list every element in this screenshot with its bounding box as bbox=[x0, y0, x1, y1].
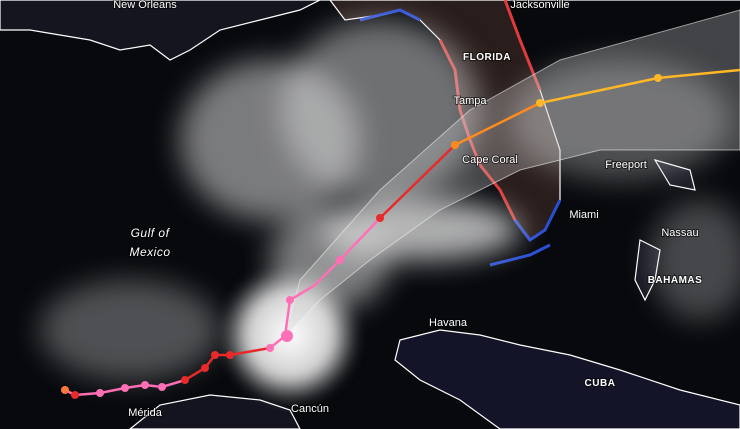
track-points bbox=[61, 74, 662, 399]
coast-watch bbox=[489, 199, 562, 267]
forecast-track bbox=[454, 101, 541, 147]
city-label: Cape Coral bbox=[462, 154, 518, 166]
sea-label: Mexico bbox=[129, 245, 170, 259]
clouds bbox=[40, 20, 740, 380]
city-label: Mérida bbox=[128, 407, 163, 419]
region-label: BAHAMAS bbox=[648, 275, 703, 286]
region-label: CUBA bbox=[585, 378, 616, 389]
city-label: Havana bbox=[429, 317, 468, 329]
city-label: Miami bbox=[569, 209, 598, 221]
city-label: Tampa bbox=[453, 95, 487, 107]
city-label: Nassau bbox=[661, 227, 698, 239]
city-label: Jacksonville bbox=[510, 0, 569, 11]
sea-label: Gulf of bbox=[131, 226, 171, 240]
city-label: Freeport bbox=[605, 159, 647, 171]
coast-watch bbox=[359, 8, 421, 22]
region-label: FLORIDA bbox=[463, 52, 511, 63]
forecast-cone bbox=[284, 9, 740, 338]
forecast-track bbox=[379, 144, 456, 219]
city-label: Cancún bbox=[291, 403, 329, 415]
city-label: New Orleans bbox=[113, 0, 177, 11]
coast-warning bbox=[503, 0, 542, 91]
